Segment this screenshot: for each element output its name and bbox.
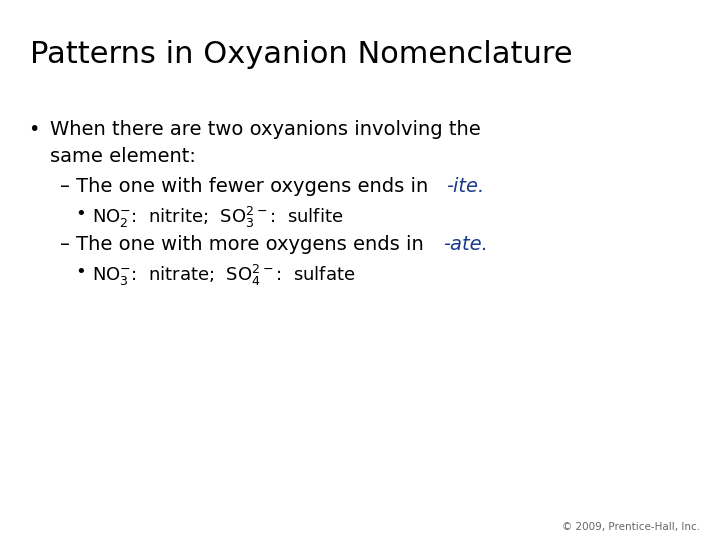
Text: – The one with more oxygens ends in: – The one with more oxygens ends in (60, 235, 430, 254)
Text: same element:: same element: (50, 147, 196, 166)
Text: •: • (75, 263, 86, 281)
Text: Patterns in Oxyanion Nomenclature: Patterns in Oxyanion Nomenclature (30, 40, 572, 69)
Text: – The one with fewer oxygens ends in: – The one with fewer oxygens ends in (60, 177, 434, 196)
Text: -ite.: -ite. (446, 177, 485, 196)
Text: © 2009, Prentice-Hall, Inc.: © 2009, Prentice-Hall, Inc. (562, 522, 700, 532)
Text: •: • (75, 205, 86, 223)
Text: -ate.: -ate. (443, 235, 488, 254)
Text: $\mathregular{NO_2^{-}}$:  nitrite;  $\mathregular{SO_3^{2-}}$:  sulfite: $\mathregular{NO_2^{-}}$: nitrite; $\mat… (92, 205, 343, 230)
Text: When there are two oxyanions involving the: When there are two oxyanions involving t… (50, 120, 481, 139)
Text: •: • (28, 120, 40, 139)
Text: $\mathregular{NO_3^{-}}$:  nitrate;  $\mathregular{SO_4^{2-}}$:  sulfate: $\mathregular{NO_3^{-}}$: nitrate; $\mat… (92, 263, 356, 288)
